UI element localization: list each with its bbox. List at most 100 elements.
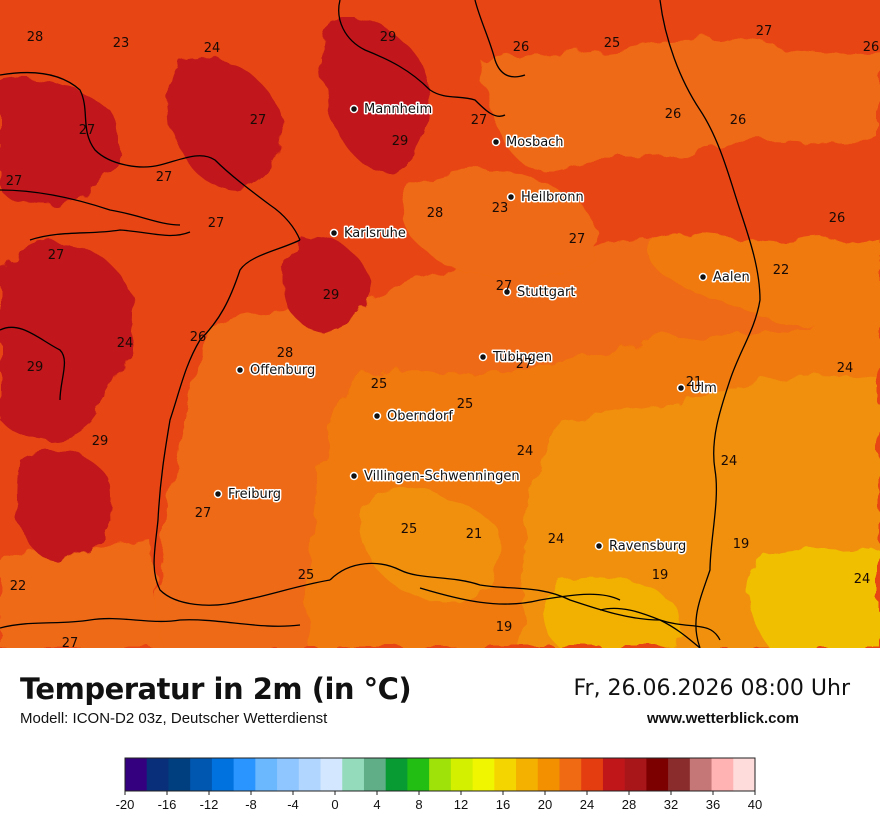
forecast-datetime: Fr, 26.06.2026 08:00 Uhr: [573, 676, 850, 701]
city-dot: [349, 471, 359, 481]
website-link[interactable]: www.wetterblick.com: [647, 710, 799, 727]
city-aalen: Aalen: [698, 269, 751, 287]
temperature-value: 29: [323, 288, 340, 303]
city-mannheim: Mannheim: [349, 101, 434, 119]
footer: [0, 648, 880, 830]
city-label: Aalen: [713, 270, 750, 285]
zone-19-21-allgaeu: [749, 550, 880, 648]
temperature-value: 24: [117, 336, 134, 351]
city-markers: Mannheim Mosbach Heilbronn Karlsruhe Aalen St…: [213, 101, 751, 556]
temperature-value: 29: [92, 434, 109, 449]
city-dot: [349, 104, 359, 114]
zone-29-31-black-forest-west: [17, 449, 113, 560]
border-saar: [0, 189, 181, 226]
temperature-value: 29: [27, 360, 44, 375]
temperature-value: 27: [195, 506, 212, 521]
city-freiburg: Freiburg: [213, 486, 283, 504]
border-switzerland: [329, 562, 721, 641]
border-hesse-upper: [474, 0, 526, 78]
city-label: Tübingen: [492, 350, 552, 365]
temperature-value: 19: [652, 568, 669, 583]
temperature-value: 24: [837, 361, 854, 376]
border-rhineland: [0, 71, 301, 241]
city-label: Ravensburg: [609, 539, 686, 554]
city-oberndorf: Oberndorf: [372, 408, 455, 426]
temperature-value: 26: [513, 40, 530, 55]
city-ulm: Ulm: [676, 380, 718, 398]
temperature-value: 23: [492, 201, 509, 216]
city-label: Oberndorf: [387, 409, 453, 424]
temperature-value: 22: [773, 263, 790, 278]
temperature-value: 26: [863, 40, 880, 55]
temperature-value: 23: [113, 36, 130, 51]
temperature-value: 24: [721, 454, 738, 469]
temperature-value: 28: [427, 206, 444, 221]
zone-23-25-east: [648, 232, 880, 330]
border-bavaria: [659, 0, 761, 648]
city-t-bingen: Tübingen: [478, 349, 554, 367]
zone-29-31-rhine-north: [0, 77, 120, 205]
zone-25-27-south-west: [0, 540, 160, 648]
temperature-value: 19: [733, 537, 750, 552]
temperature-value: 25: [457, 397, 474, 412]
temperature-value: 27: [48, 248, 65, 263]
border-alsace-inner: [0, 326, 66, 401]
city-dot: [235, 365, 245, 375]
temperature-value: 24: [204, 41, 221, 56]
temperature-value: 19: [496, 620, 513, 635]
border-austria: [599, 607, 701, 648]
city-villingen-schwenningen: Villingen-Schwenningen: [349, 468, 521, 486]
city-label: Mannheim: [364, 102, 432, 117]
temperature-value: 25: [371, 377, 388, 392]
value-labels: 28 23 24 29 26 25 27 26 27 27 27 26 26 27 29 27 26 27 28 23…: [6, 24, 880, 648]
temperature-value: 27: [516, 357, 533, 372]
temperature-value: 26: [829, 211, 846, 226]
city-ravensburg: Ravensburg: [594, 538, 688, 556]
city-mosbach: Mosbach: [491, 134, 565, 152]
temperature-value: 27: [569, 232, 586, 247]
city-label: Karlsruhe: [344, 226, 406, 241]
city-label: Offenburg: [250, 363, 315, 378]
city-dot: [329, 228, 339, 238]
zone-21-23-baar: [363, 487, 501, 603]
temperature-value: 28: [277, 346, 294, 361]
city-label: Mosbach: [506, 135, 564, 150]
temperature-value: 26: [730, 113, 747, 128]
temperature-value: 27: [208, 216, 225, 231]
temperature-value: 29: [380, 30, 397, 45]
temperature-value: 27: [471, 113, 488, 128]
city-dot: [502, 287, 512, 297]
city-dot: [491, 137, 501, 147]
temperature-value: 27: [6, 174, 23, 189]
city-label: Stuttgart: [517, 285, 575, 300]
border-lorraine: [29, 229, 191, 241]
zone-29-31-kraichgau: [283, 237, 371, 330]
temperature-value: 25: [604, 36, 621, 51]
city-dot: [676, 383, 686, 393]
city-dot: [213, 489, 223, 499]
city-label: Freiburg: [228, 487, 281, 502]
zone-29-31-neckar: [322, 17, 431, 172]
temperature-map: Mannheim Mosbach Heilbronn Karlsruhe Aalen St…: [0, 0, 880, 648]
border-lines: [0, 0, 761, 648]
temperature-value: 26: [190, 330, 207, 345]
temperature-value: 21: [686, 375, 703, 390]
city-offenburg: Offenburg: [235, 362, 317, 380]
temperature-value: 24: [548, 532, 565, 547]
temperature-value: 27: [156, 170, 173, 185]
city-label: Heilbronn: [521, 190, 584, 205]
temperature-value: 27: [62, 636, 79, 648]
city-dot: [478, 352, 488, 362]
city-label: Ulm: [691, 381, 717, 396]
city-dot: [506, 192, 516, 202]
temperature-value: 24: [854, 572, 871, 587]
temperature-value: 26: [665, 107, 682, 122]
temperature-value: 24: [517, 444, 534, 459]
border-hesse: [338, 0, 506, 117]
border-lake-constance: [419, 587, 621, 605]
zone-29-31-rhine-mid: [0, 242, 133, 439]
temperature-value: 28: [27, 30, 44, 45]
zone-29-31-rhine-karlsruhe: [168, 57, 283, 190]
temperature-value: 27: [496, 279, 513, 294]
temperature-value: 22: [10, 579, 27, 594]
